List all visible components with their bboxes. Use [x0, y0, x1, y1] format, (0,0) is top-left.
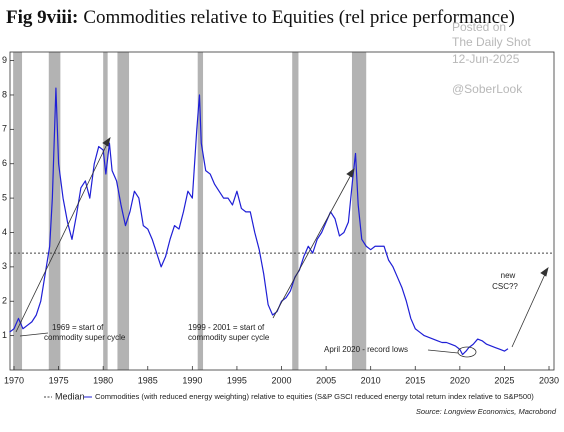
y-tick-label: 1 [2, 330, 7, 340]
arrow [272, 172, 353, 319]
circle-marker [457, 346, 477, 358]
plot-area: 1 2 3 4 5 6 7 8 9 1970 1975 1980 1985 1990 1995 2000 200… [2, 51, 559, 385]
y-tick-label: 6 [2, 158, 7, 168]
y-tick-label: 7 [2, 124, 7, 134]
title-prefix: Fig 9viii: [6, 7, 78, 28]
x-tick-label: 2020 [450, 375, 470, 385]
source-note: Source: Longview Economics, Macrobond [416, 407, 557, 416]
y-tick-label: 8 [2, 89, 7, 99]
y-tick-label: 5 [2, 192, 7, 202]
watermark: @SoberLook [452, 82, 523, 96]
annotation: April 2020 - record lows [324, 345, 408, 354]
shaded-period [13, 52, 23, 370]
x-tick-label: 2000 [271, 375, 291, 385]
x-tick-label: 1975 [49, 375, 69, 385]
plot-frame [9, 51, 555, 371]
pointer [427, 349, 459, 354]
x-tick-label: 2030 [539, 375, 559, 385]
annotation: 1969 = start of [52, 323, 104, 332]
x-tick-label: 1990 [182, 375, 202, 385]
shaded-period [117, 52, 130, 370]
watermark: Posted on [452, 20, 506, 34]
annotation: new [501, 271, 516, 280]
annotation-arrows [15, 137, 549, 358]
shaded-period [197, 52, 204, 370]
shaded-period [292, 52, 299, 370]
x-tick-label: 1985 [138, 375, 158, 385]
y-tick-label: 3 [2, 261, 7, 271]
y-tick-label: 2 [2, 296, 7, 306]
legend-label: Median [55, 391, 85, 401]
arrowhead [540, 267, 549, 277]
legend-label: Commodities (with reduced energy weighti… [95, 392, 534, 401]
annotation: commodity super cycle [44, 333, 126, 342]
x-tick-label: 2005 [316, 375, 336, 385]
arrow [15, 141, 109, 333]
pointer [19, 332, 49, 337]
y-tick-label: 9 [2, 55, 7, 65]
x-tick-label: 2015 [405, 375, 425, 385]
arrowhead [346, 168, 355, 178]
x-tick-label: 2025 [494, 375, 514, 385]
watermark: 12-Jun-2025 [452, 52, 520, 66]
annotation: 1999 - 2001 = start of [188, 323, 265, 332]
x-tick-label: 1970 [4, 375, 24, 385]
watermark: The Daily Shot [452, 35, 531, 49]
series-line [9, 87, 509, 356]
shaded-period [103, 52, 108, 370]
y-tick-label: 4 [2, 227, 7, 237]
x-tick-label: 1980 [93, 375, 113, 385]
arrow [511, 271, 547, 348]
annotation: CSC?? [492, 282, 518, 291]
title-text: Commodities relative to Equities (rel pr… [83, 7, 515, 28]
x-tick-label: 2010 [361, 375, 381, 385]
annotation: commodity super cycle [188, 333, 270, 342]
x-tick-label: 1995 [227, 375, 247, 385]
arrowhead [102, 137, 111, 147]
chart-title: Fig 9viii: Commodities relative to Equiti… [6, 7, 515, 28]
shaded-period [48, 52, 61, 370]
